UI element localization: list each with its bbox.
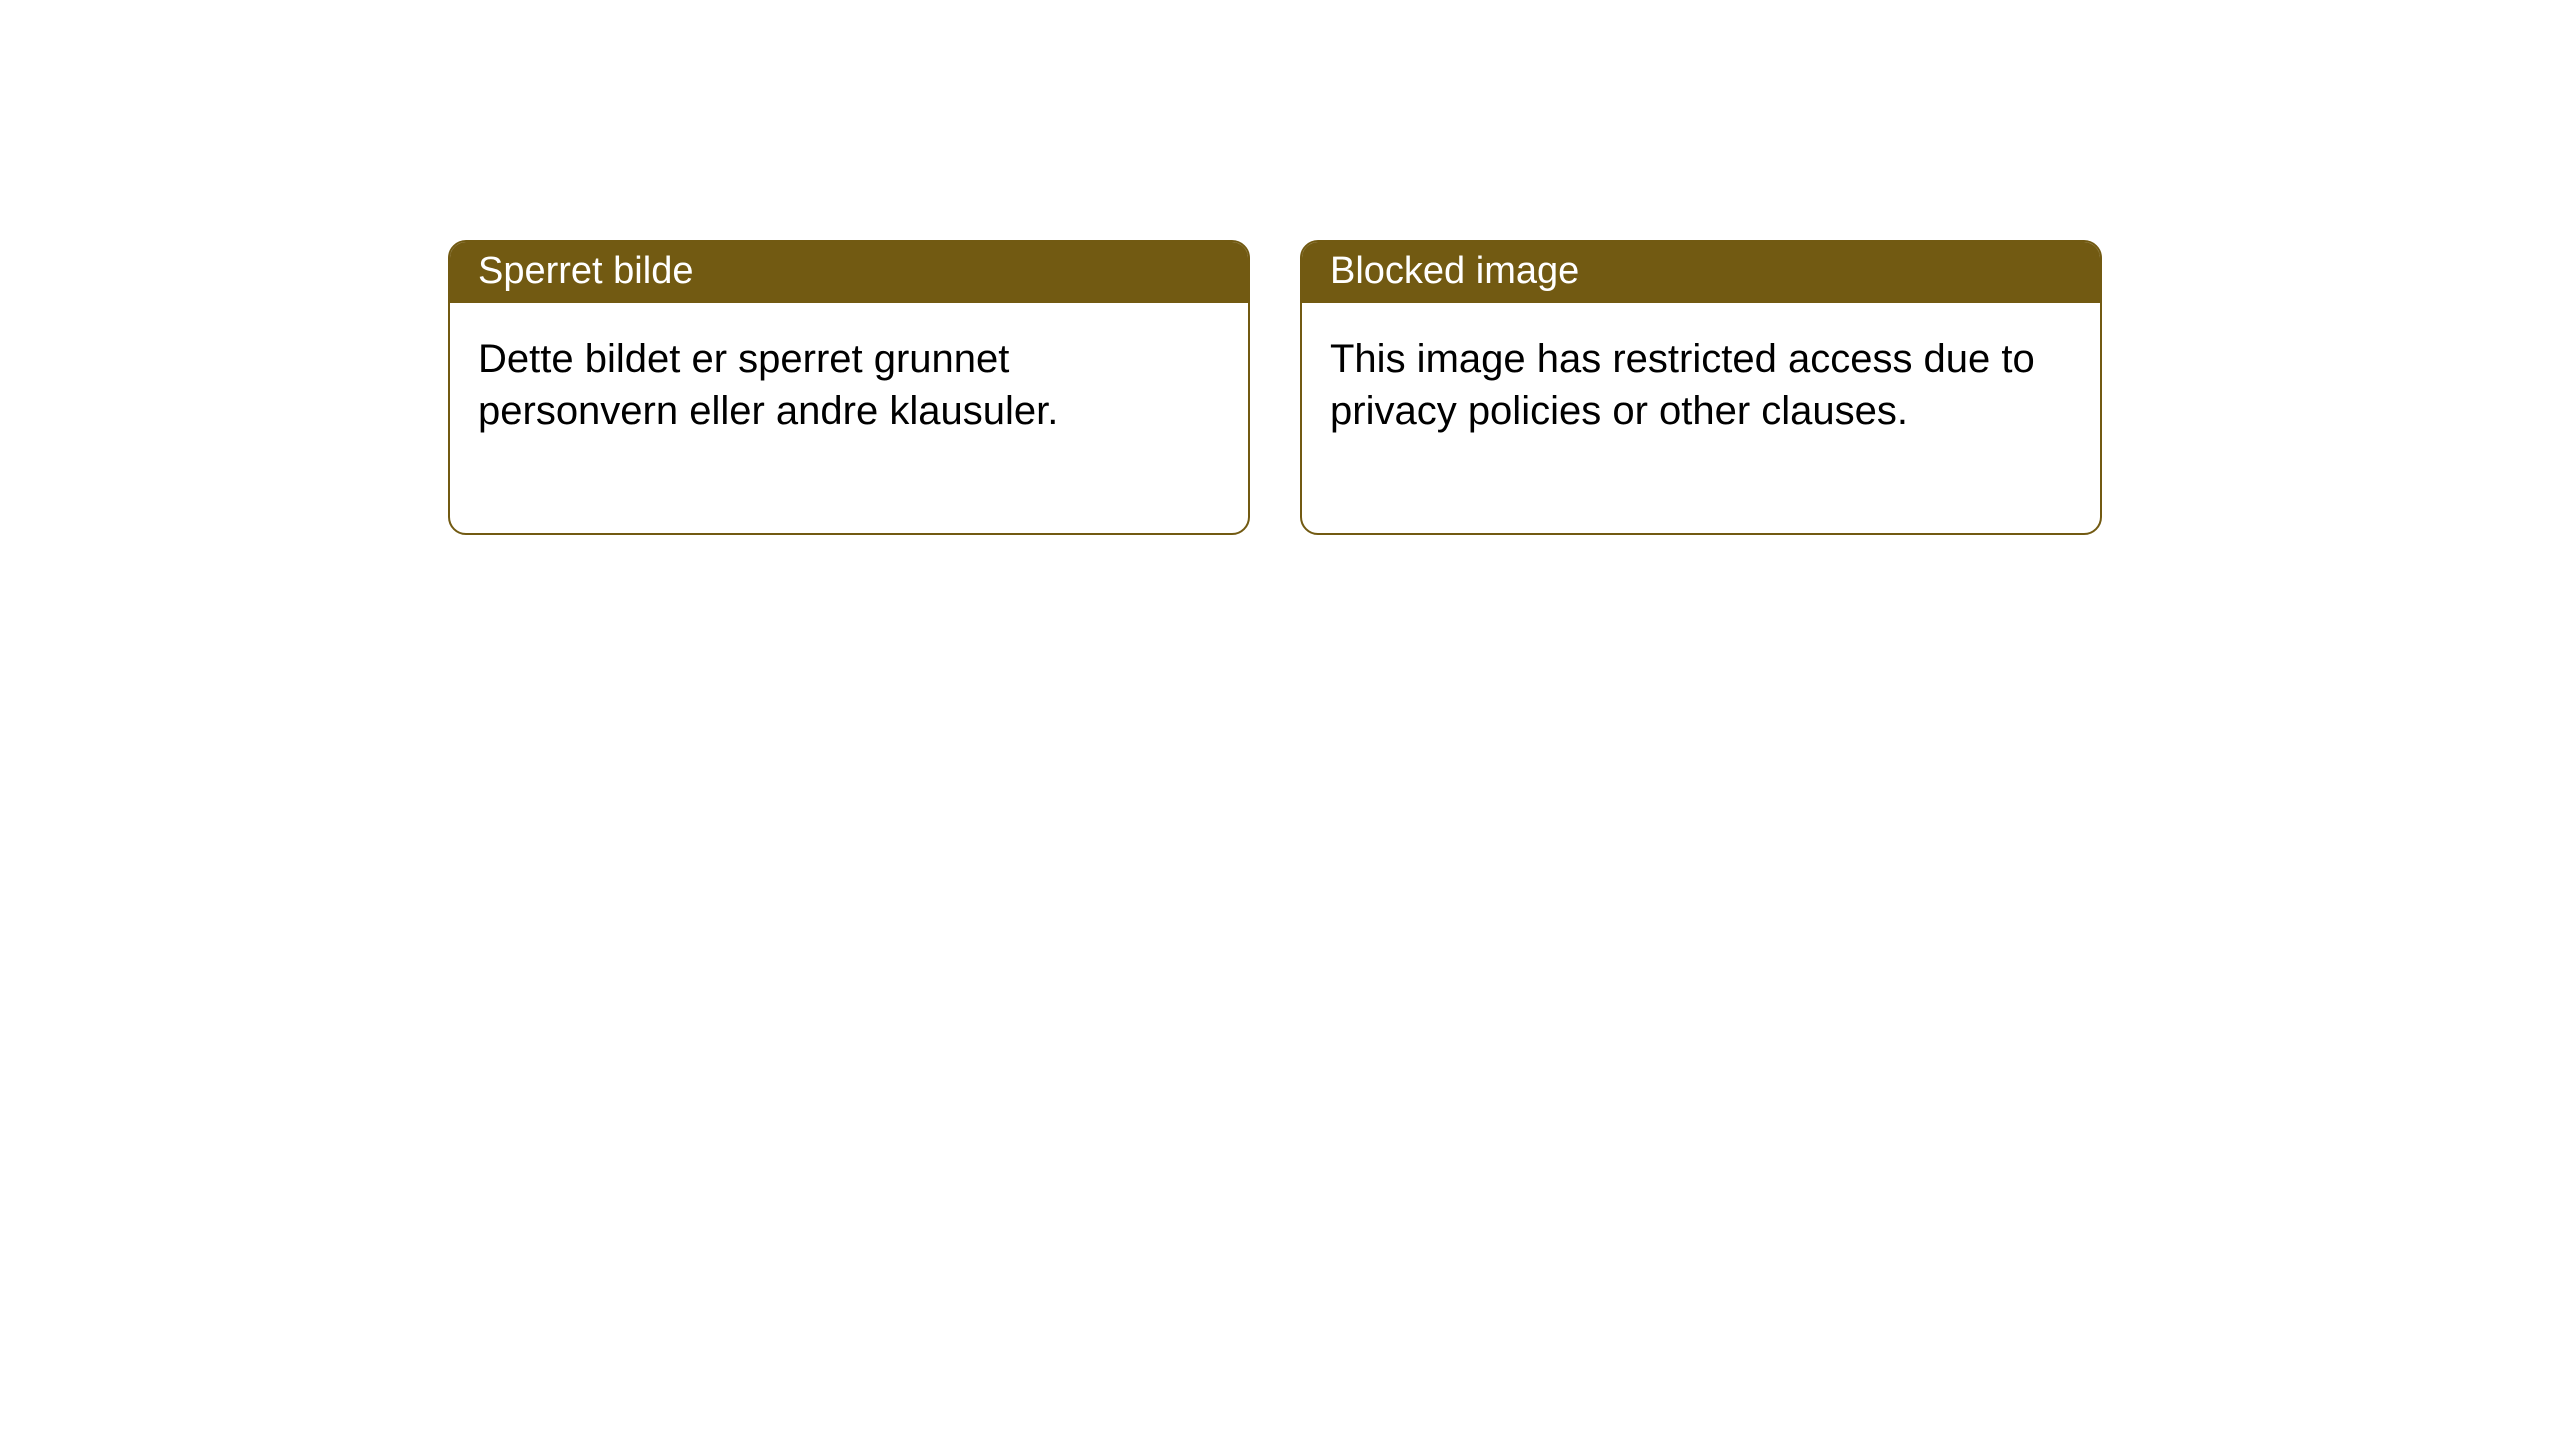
notice-body-norwegian: Dette bildet er sperret grunnet personve… xyxy=(450,303,1248,533)
notice-title-norwegian: Sperret bilde xyxy=(450,242,1248,303)
notice-card-norwegian: Sperret bilde Dette bildet er sperret gr… xyxy=(448,240,1250,535)
notice-body-english: This image has restricted access due to … xyxy=(1302,303,2100,533)
notice-title-english: Blocked image xyxy=(1302,242,2100,303)
notice-container: Sperret bilde Dette bildet er sperret gr… xyxy=(0,0,2560,535)
notice-card-english: Blocked image This image has restricted … xyxy=(1300,240,2102,535)
